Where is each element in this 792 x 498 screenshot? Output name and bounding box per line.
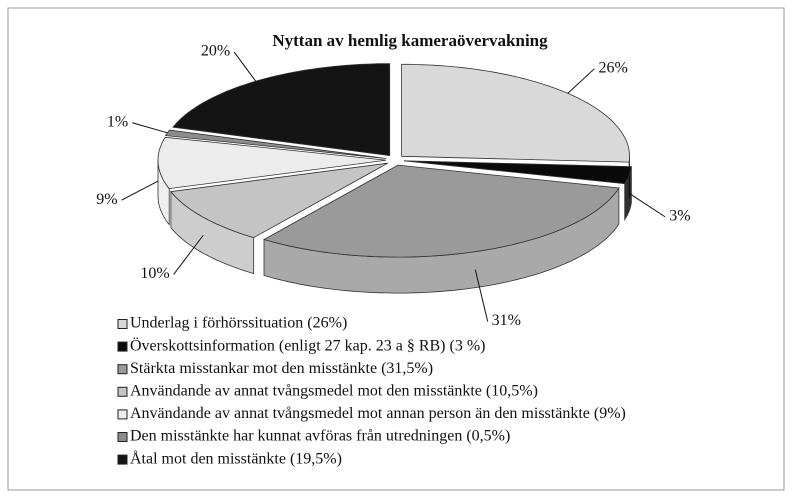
leader-line (233, 51, 257, 82)
legend-label: Åtal mot den misstänkte (19,5%) (130, 449, 342, 467)
data-label: 1% (107, 113, 128, 130)
legend-label: Användande av annat tvångsmedel mot anna… (130, 405, 626, 422)
legend-swatch (117, 409, 128, 420)
legend-label: Den misstänkte har kunnat avföras från u… (130, 428, 510, 445)
slice (172, 63, 391, 157)
legend-swatch (117, 364, 128, 375)
legend-swatch (117, 319, 128, 329)
slice (170, 162, 388, 239)
legend-label: Stärkta misstankar mot den misstänkte (3… (130, 360, 433, 377)
data-label: 3% (669, 208, 690, 225)
slice (262, 164, 620, 258)
data-label: 20% (201, 43, 230, 60)
data-label: 9% (96, 191, 117, 208)
leader-line (132, 122, 168, 134)
legend-label: Användande av annat tvångsmedel mot den … (130, 382, 538, 399)
legend-label: Överskottsinformation (enligt 27 kap. 23… (130, 336, 486, 354)
slice (164, 129, 387, 159)
leader-line (628, 192, 666, 218)
legend-swatch (117, 341, 128, 352)
legend-label: Underlag i förhörssituation (26%) (130, 315, 347, 332)
legend-swatch (117, 386, 128, 397)
slice (157, 136, 387, 190)
legend-swatch (117, 454, 128, 465)
leader-line (173, 234, 204, 275)
chart-title: Nyttan av hemlig kameraövervakning (272, 31, 548, 50)
leader-line (567, 68, 595, 94)
data-label: 10% (140, 265, 169, 282)
data-label: 31% (492, 312, 521, 329)
leader-line (121, 180, 159, 201)
legend-swatch (117, 432, 128, 442)
leader-line (474, 269, 489, 322)
slice (403, 160, 632, 185)
data-label: 26% (598, 59, 627, 76)
